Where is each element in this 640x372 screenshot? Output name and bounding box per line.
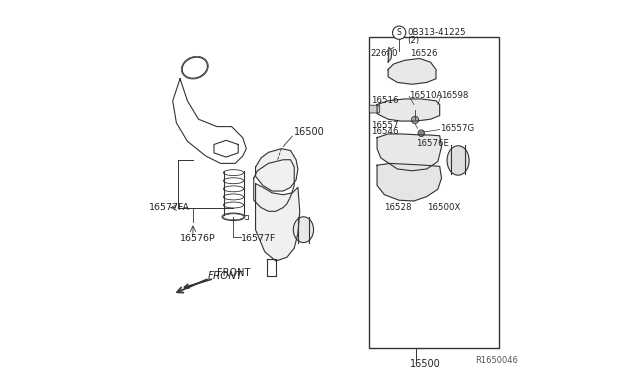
Text: (2): (2) (408, 36, 420, 45)
Circle shape (412, 116, 419, 124)
Text: 16546: 16546 (371, 127, 398, 136)
Polygon shape (388, 58, 436, 84)
FancyBboxPatch shape (369, 105, 380, 113)
Text: 16510A: 16510A (409, 91, 442, 100)
Text: 16576P: 16576P (180, 234, 216, 243)
Text: 16526: 16526 (410, 49, 438, 58)
Text: 16576E: 16576E (416, 139, 449, 148)
Text: 16557G: 16557G (440, 124, 474, 133)
Polygon shape (377, 99, 440, 121)
Text: 16516: 16516 (371, 96, 398, 105)
Circle shape (418, 130, 424, 137)
Ellipse shape (293, 217, 314, 243)
Text: S: S (397, 28, 401, 37)
Text: 22680: 22680 (371, 49, 398, 58)
Text: 16577F: 16577F (241, 234, 276, 243)
Text: FRONT: FRONT (208, 271, 243, 281)
Polygon shape (255, 184, 300, 261)
Ellipse shape (447, 146, 469, 175)
Text: R1650046: R1650046 (475, 356, 518, 365)
Polygon shape (377, 134, 442, 171)
Text: 16577FA: 16577FA (148, 203, 190, 212)
Text: 16500: 16500 (410, 359, 441, 369)
Text: 16500: 16500 (294, 127, 325, 137)
Text: 16528: 16528 (385, 203, 412, 212)
Text: 0B313-41225: 0B313-41225 (408, 28, 467, 37)
Text: FRONT: FRONT (184, 268, 250, 288)
Text: 16557: 16557 (371, 121, 398, 130)
Polygon shape (388, 47, 392, 62)
Text: 16598: 16598 (441, 91, 468, 100)
Text: 16500X: 16500X (427, 203, 460, 212)
Polygon shape (377, 163, 442, 201)
Bar (369, 37, 499, 348)
Polygon shape (255, 149, 298, 191)
Circle shape (392, 26, 406, 39)
